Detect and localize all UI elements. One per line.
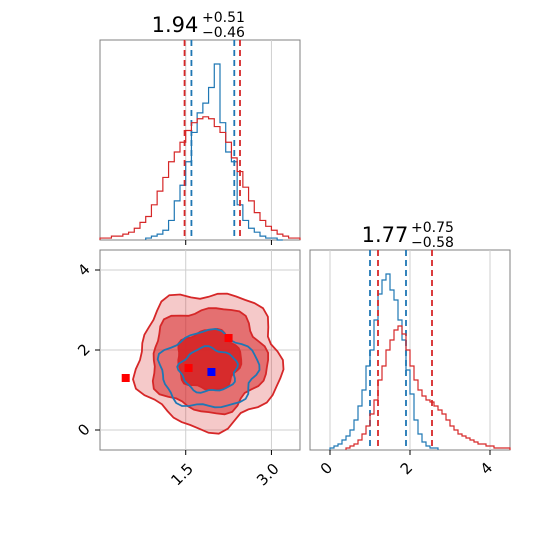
contour-series-1-level xyxy=(176,345,239,394)
x2-tick-label: 4 xyxy=(477,459,496,478)
sample-marker xyxy=(184,364,193,372)
joint-panel: 1.5 3.0 0 2 4 xyxy=(74,249,301,490)
x2-title-minus: −0.58 xyxy=(411,235,454,251)
x1-marginal-panel: 1.94 +0.51 −0.46 xyxy=(99,10,301,245)
x2-hist-series-0 xyxy=(329,273,439,450)
x2-y-tick-label: 0 xyxy=(74,420,93,439)
x2-title: 1.77 xyxy=(362,223,409,247)
x1-title: 1.94 xyxy=(152,13,199,37)
sample-marker xyxy=(207,368,216,376)
sample-marker xyxy=(224,334,233,342)
x1-hist-series-0 xyxy=(145,63,283,241)
x1-tick-label: 3.0 xyxy=(253,460,283,490)
x2-title-plus: +0.75 xyxy=(411,220,454,236)
x1-title-median: 1.94 xyxy=(152,13,199,37)
x2-tick-label: 2 xyxy=(397,459,416,478)
x2-title-median: 1.77 xyxy=(362,223,409,247)
x2-y-tick-label: 4 xyxy=(74,260,93,279)
x2-hist-series-1 xyxy=(345,325,511,450)
x1-title-plus: +0.51 xyxy=(202,10,245,26)
x2-y-tick-label: 2 xyxy=(74,340,93,359)
x2-tick-label: 0 xyxy=(317,459,336,478)
x1-title-minus: −0.46 xyxy=(202,25,245,41)
sample-marker xyxy=(121,374,130,382)
x1-tick-label: 1.5 xyxy=(167,460,197,490)
x1-hist-series-1 xyxy=(99,116,301,240)
x1-marginal-frame xyxy=(99,39,301,241)
x2-marginal-panel: 0 2 4 1.77 +0.75 −0.58 xyxy=(309,220,511,478)
